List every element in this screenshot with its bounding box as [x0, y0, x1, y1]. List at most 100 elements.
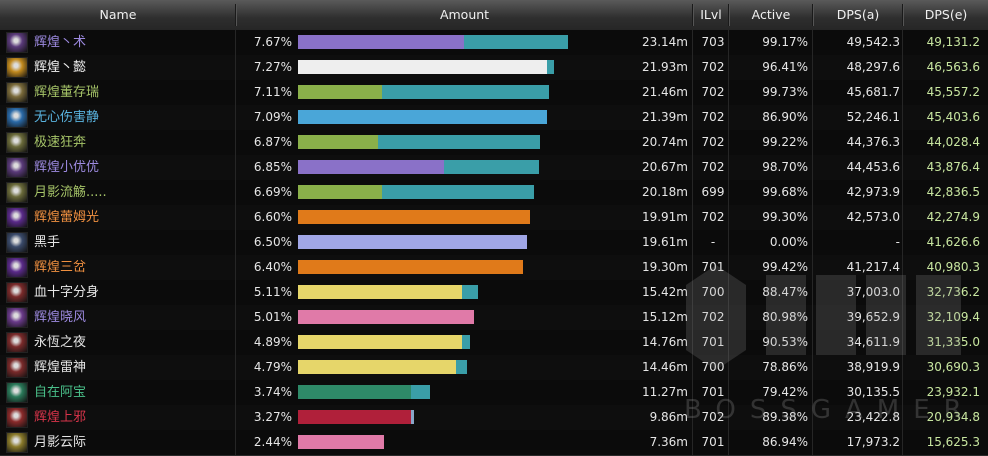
dps-effective: 41,626.6 [926, 235, 980, 249]
damage-percent: 5.01% [253, 310, 292, 324]
column-divider [902, 305, 903, 330]
damage-percent: 7.27% [253, 60, 292, 74]
column-header-ilvl[interactable]: ILvl [700, 7, 722, 22]
damage-percent: 6.40% [253, 260, 292, 274]
table-row[interactable]: 辉煌蕾姆光 6.60% 19.91m 702 99.30% 42,573.0 42,274.… [0, 205, 988, 231]
player-name: 辉煌董存瑞 [34, 85, 100, 100]
table-row[interactable]: 辉煌雷神 4.79% 14.46m 700 78.86% 38,919.9 30,690.3 [0, 355, 988, 381]
active-percent: 0.00% [769, 235, 808, 249]
column-divider [902, 430, 903, 455]
table-row[interactable]: 辉煌晓风 5.01% 15.12m 702 80.98% 39,652.9 32,109.4 [0, 305, 988, 331]
mage-class-icon [6, 257, 28, 278]
active-percent: 96.41% [762, 60, 808, 74]
warlock-class-icon [6, 157, 28, 178]
dps-effective: 42,274.9 [926, 210, 980, 224]
column-divider [812, 405, 813, 430]
column-header-amount[interactable]: Amount [439, 7, 490, 22]
column-divider [692, 80, 693, 105]
table-row[interactable]: 辉煌上邪 3.27% 9.86m 702 89.38% 23,422.8 20,934.8 [0, 405, 988, 431]
column-divider [902, 105, 903, 130]
damage-amount: 7.36m [649, 435, 688, 449]
column-divider [902, 330, 903, 355]
column-divider [812, 330, 813, 355]
amount-bar-primary [298, 310, 474, 324]
player-name: 月影流觞..... [34, 185, 107, 200]
amount-bar-primary [298, 85, 382, 99]
column-divider [235, 180, 236, 205]
column-divider [692, 155, 693, 180]
column-divider [902, 55, 903, 80]
mage-class-icon [6, 207, 28, 228]
damage-amount: 23.14m [641, 35, 688, 49]
column-divider [902, 230, 903, 255]
amount-bar-primary [298, 435, 384, 449]
column-divider [692, 230, 693, 255]
item-level: 703 [701, 35, 725, 49]
table-row[interactable]: 月影云际 2.44% 7.36m 701 86.94% 17,973.2 15,625.3 [0, 430, 988, 456]
table-row[interactable]: 无心伤害静 7.09% 21.39m 702 86.90% 52,246.1 45,403.… [0, 105, 988, 131]
column-divider [812, 130, 813, 155]
table-row[interactable]: 辉煌丶术 7.67% 23.14m 703 99.17% 49,542.3 49,131.2 [0, 30, 988, 56]
column-divider [692, 55, 693, 80]
warlock-class-icon [6, 32, 28, 53]
active-percent: 99.42% [762, 260, 808, 274]
column-divider [692, 105, 693, 130]
dps-active: - [895, 235, 900, 249]
table-row[interactable]: 月影流觞..... 6.69% 20.18m 699 99.68% 42,973.9 42,… [0, 180, 988, 206]
table-row[interactable]: 黑手 6.50% 19.61m - 0.00% - 41,626.6 [0, 230, 988, 256]
table-row[interactable]: 自在阿宝 3.74% 11.27m 701 79.42% 30,135.5 23,932.1 [0, 380, 988, 406]
deathknight-class-icon [6, 407, 28, 428]
column-divider [812, 155, 813, 180]
column-divider [692, 130, 693, 155]
dps-effective: 49,131.2 [926, 35, 980, 49]
column-divider [235, 130, 236, 155]
column-divider [235, 80, 236, 105]
column-divider [902, 255, 903, 280]
column-divider [728, 180, 729, 205]
column-divider [902, 80, 903, 105]
column-header-active[interactable]: Active [751, 7, 791, 22]
dps-active: 48,297.6 [846, 60, 900, 74]
player-name: 辉煌蕾姆光 [34, 210, 100, 225]
column-divider [692, 4, 694, 26]
column-divider [812, 380, 813, 405]
damage-percent: 5.11% [253, 285, 292, 299]
warrior-class-icon [6, 332, 28, 353]
item-level: 700 [701, 285, 725, 299]
damage-amount: 9.86m [649, 410, 688, 424]
warlock-class-icon [6, 307, 28, 328]
table-row[interactable]: 极速狂奔 6.87% 20.74m 702 99.22% 44,376.3 44,028.4 [0, 130, 988, 156]
column-divider [728, 355, 729, 380]
table-row[interactable]: 辉煌小优优 6.85% 20.67m 702 98.70% 44,453.6 43,876.… [0, 155, 988, 181]
item-level: 702 [701, 210, 725, 224]
column-header-dps-a[interactable]: DPS(a) [836, 7, 880, 22]
damage-percent: 6.69% [253, 185, 292, 199]
dps-active: 38,919.9 [846, 360, 900, 374]
player-name: 无心伤害静 [34, 110, 100, 125]
column-header-name[interactable]: Name [99, 7, 137, 22]
damage-percent: 3.74% [253, 385, 292, 399]
amount-bar-primary [298, 410, 411, 424]
dps-active: 52,246.1 [846, 110, 900, 124]
table-row[interactable]: 辉煌三岔 6.40% 19.30m 701 99.42% 41,217.4 40,980.3 [0, 255, 988, 281]
column-header-dps-e[interactable]: DPS(e) [924, 7, 968, 22]
priest-class-icon [6, 57, 28, 78]
table-row[interactable]: 辉煌董存瑞 7.11% 21.46m 702 99.73% 45,681.7 45,557.… [0, 80, 988, 106]
dps-active: 44,453.6 [846, 160, 900, 174]
column-divider [692, 405, 693, 430]
column-divider [902, 155, 903, 180]
player-name: 辉煌丶术 [34, 35, 87, 50]
table-row[interactable]: 永恆之夜 4.89% 14.76m 701 90.53% 34,611.9 31,335.0 [0, 330, 988, 356]
dps-active: 17,973.2 [846, 435, 900, 449]
item-level: 702 [701, 135, 725, 149]
hunter-class-icon [6, 182, 28, 203]
table-row[interactable]: 血十字分身 5.11% 15.42m 700 88.47% 37,003.0 32,736.… [0, 280, 988, 306]
column-divider [812, 430, 813, 455]
damage-percent: 6.60% [253, 210, 292, 224]
table-header: Name Amount ILvl Active DPS(a) DPS(e) [0, 0, 988, 31]
active-percent: 99.22% [762, 135, 808, 149]
column-divider [812, 355, 813, 380]
player-name: 辉煌三岔 [34, 260, 87, 275]
active-percent: 99.68% [762, 185, 808, 199]
table-row[interactable]: 辉煌丶懿 7.27% 21.93m 702 96.41% 48,297.6 46,563.6 [0, 55, 988, 81]
